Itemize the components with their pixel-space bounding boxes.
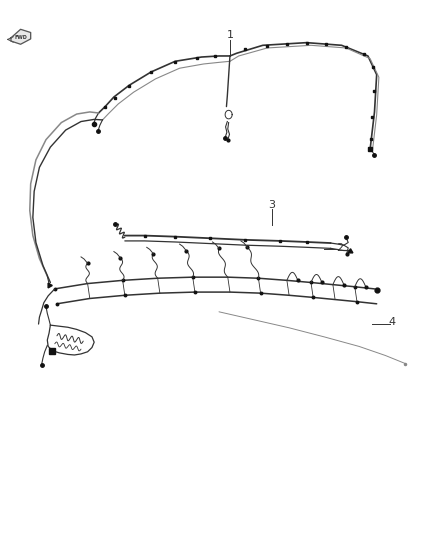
Text: 2: 2 (336, 243, 343, 253)
Text: 4: 4 (389, 318, 396, 327)
Text: 3: 3 (268, 200, 275, 210)
Polygon shape (11, 29, 31, 44)
Text: 1: 1 (226, 30, 233, 39)
Text: FWD: FWD (14, 35, 27, 40)
